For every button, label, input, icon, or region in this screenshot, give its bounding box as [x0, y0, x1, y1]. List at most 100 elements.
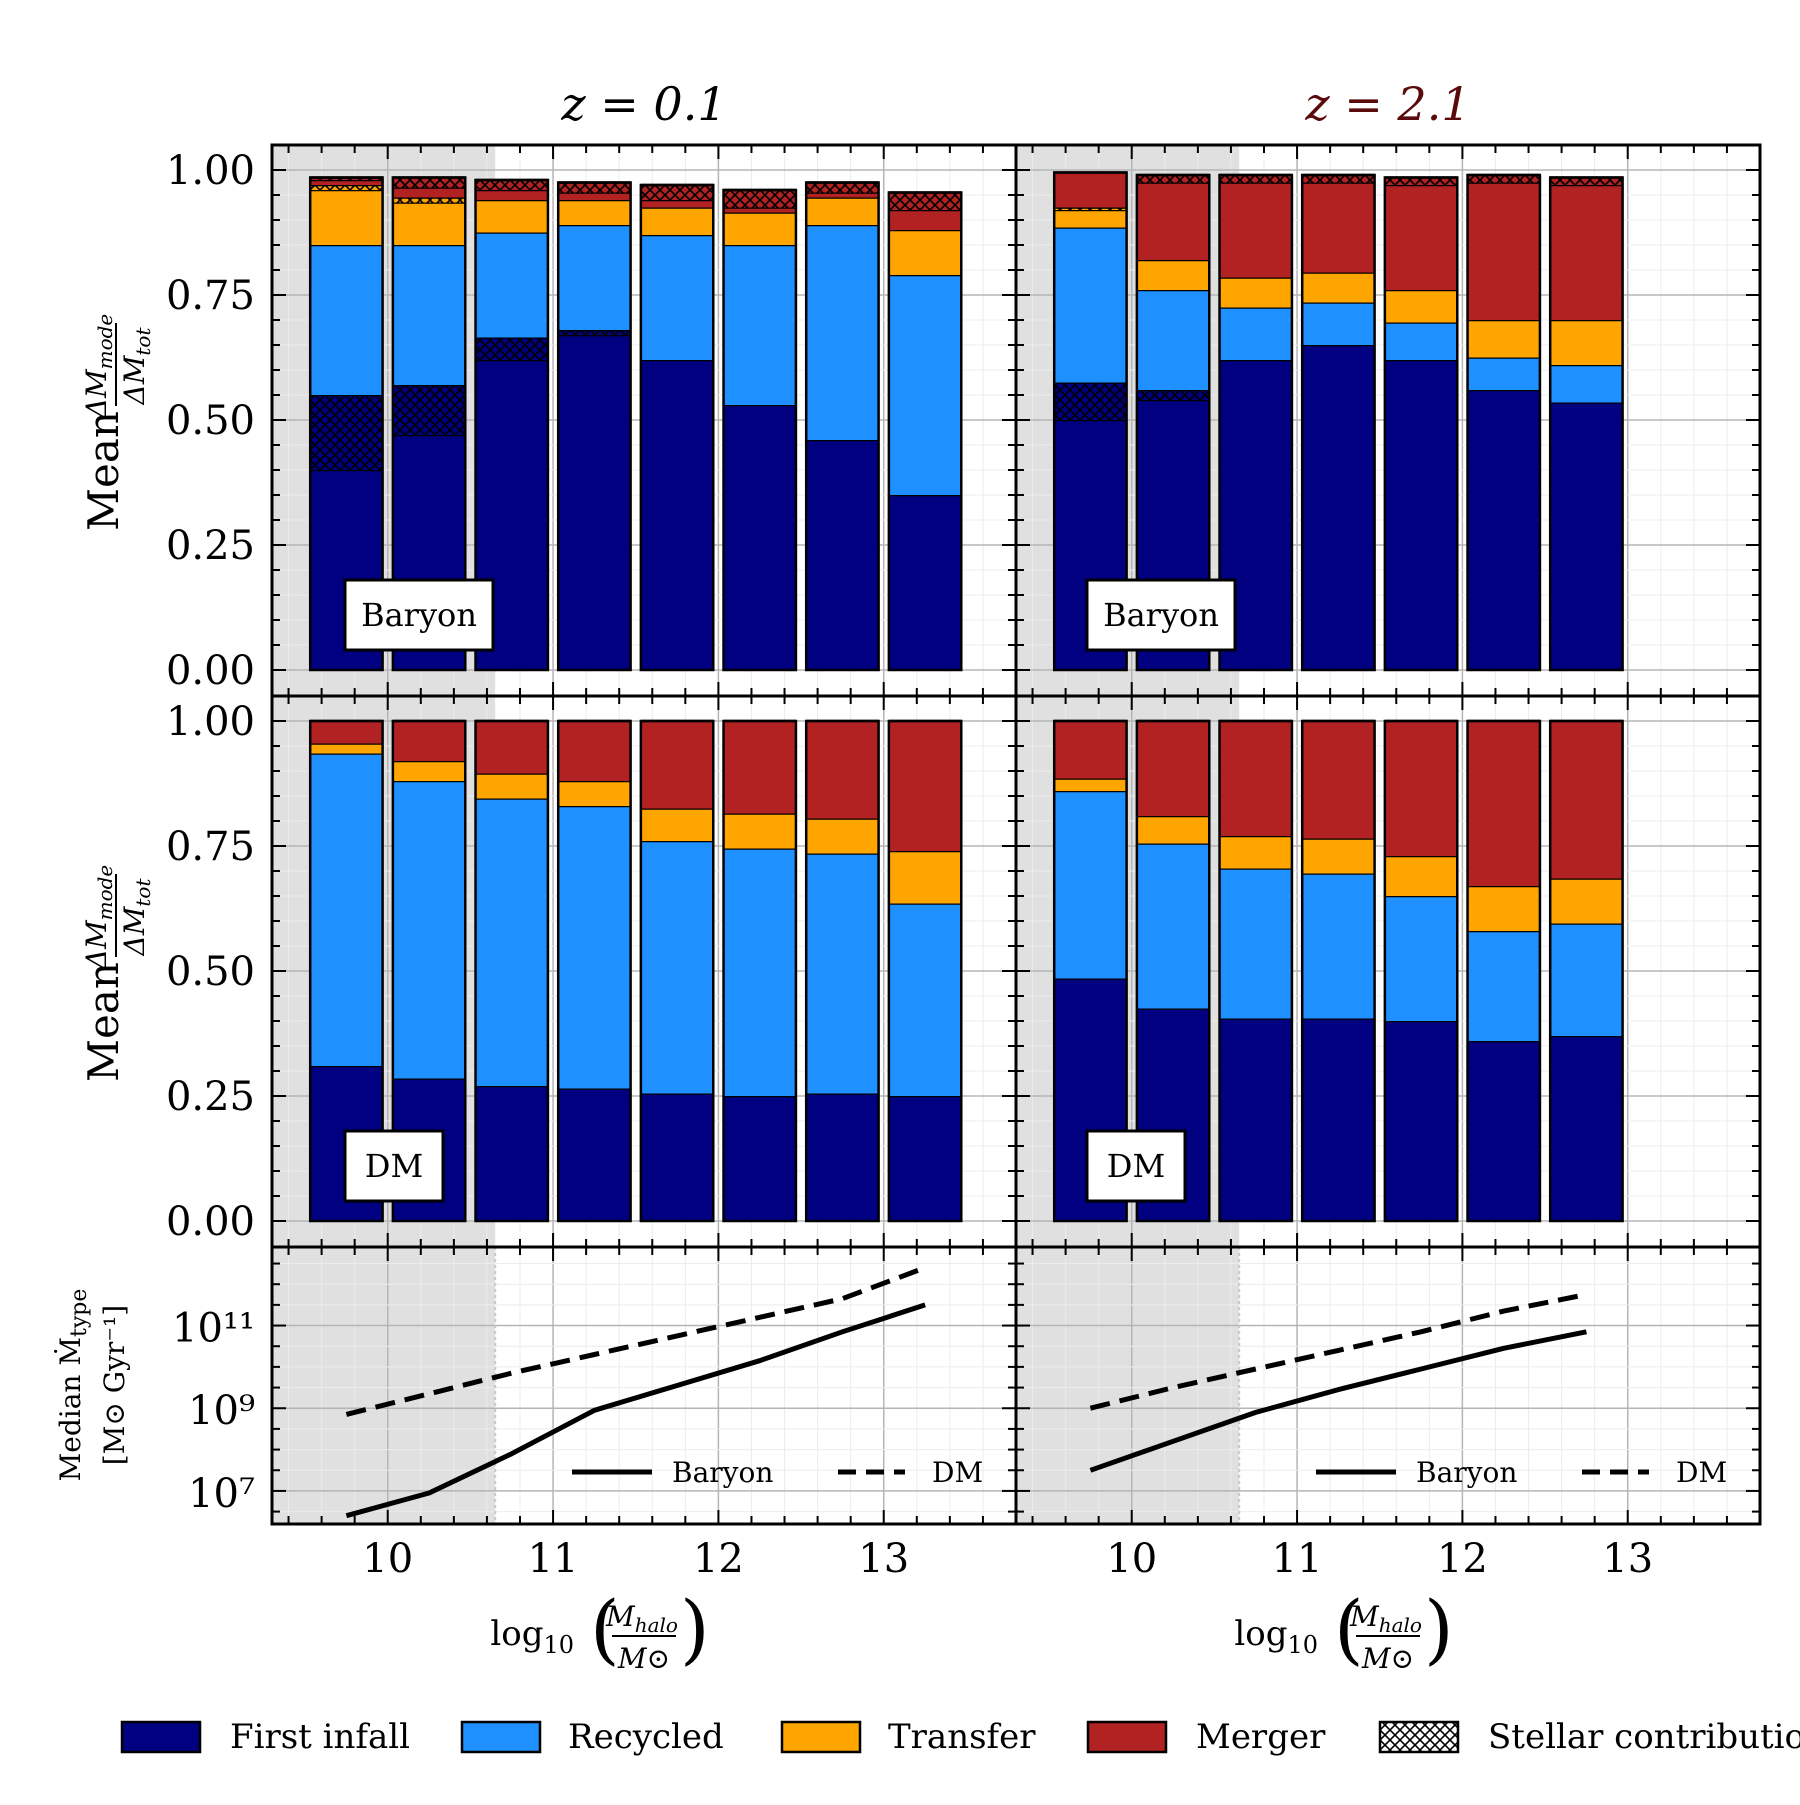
- legend-swatch-hatch: [1380, 1722, 1458, 1752]
- bars-middle-right: [1052, 719, 1624, 1223]
- bar-transfer-2: [1219, 277, 1292, 308]
- bar-recycled-4: [640, 235, 714, 360]
- bar-transfer-3: [558, 781, 631, 806]
- xlabel-right-den: M⊙: [1361, 1642, 1414, 1675]
- badge-mid-left-text: DM: [365, 1147, 423, 1185]
- x-tick-label: 12: [1437, 1536, 1488, 1582]
- bar-merger-6: [1550, 185, 1623, 320]
- y-tick-label: 1.00: [166, 148, 255, 194]
- bar-hatch-1: [392, 177, 466, 188]
- bar-recycled-1: [1136, 290, 1210, 390]
- xlabel-left-paren-open: (: [590, 1584, 620, 1673]
- bar-transfer-1: [392, 761, 466, 781]
- bar-merger-3: [1302, 721, 1375, 839]
- bar-recycled-6: [1550, 365, 1623, 403]
- bar-first-infall-6: [1550, 402, 1623, 670]
- bar-hatch-6: [1550, 177, 1623, 185]
- bar-outline-7: [887, 191, 963, 672]
- bar-transfer-3: [1302, 838, 1375, 874]
- bar-first-infall-7: [888, 495, 962, 670]
- ylabel-top: Mean ΔMmode ΔMtot: [79, 314, 155, 531]
- legend-swatch-recycled: [460, 1720, 542, 1754]
- bar-hatch-1: [392, 197, 466, 203]
- bar-outline-0: [1052, 719, 1128, 1223]
- bar-merger-1: [1136, 721, 1210, 816]
- bar-merger-5: [1467, 182, 1540, 320]
- bar-recycled-2: [475, 232, 548, 338]
- bars-middle-left: [308, 719, 963, 1223]
- bar-transfer-6: [806, 818, 879, 854]
- bar-first-infall-5: [1467, 390, 1540, 670]
- bar-recycled-2: [1219, 307, 1292, 360]
- bar-hatch-1: [392, 385, 466, 435]
- legend-label-stellar-contribution: Stellar contribution: [1488, 1717, 1800, 1757]
- bar-outline-4: [1383, 719, 1459, 1223]
- mass-shade-0-2: [272, 1247, 496, 1524]
- line-legend-right-dm: DM: [1676, 1456, 1727, 1489]
- bar-recycled-4: [1384, 896, 1458, 1021]
- bar-recycled-0: [1054, 791, 1127, 979]
- bar-outline-0: [1052, 171, 1128, 672]
- badge-top-right: Baryon: [1085, 578, 1237, 652]
- bar-first-infall-3: [1302, 345, 1375, 670]
- bar-merger-7: [888, 210, 962, 230]
- series-baryon-bottom-right: [1089, 1329, 1587, 1473]
- bar-recycled-6: [806, 225, 879, 440]
- panel-frame-1-2: [1014, 1245, 1762, 1526]
- xlabel-right-paren-open: (: [1334, 1584, 1364, 1673]
- badge-mid-right: DM: [1085, 1129, 1187, 1203]
- bar-transfer-4: [640, 207, 714, 235]
- bar-outline-6: [804, 719, 880, 1223]
- bar-outline-4: [639, 183, 715, 672]
- bar-merger-0: [1054, 721, 1127, 779]
- bar-recycled-3: [558, 225, 631, 330]
- bar-merger-4: [1384, 185, 1458, 290]
- bar-recycled-5: [1467, 931, 1540, 1041]
- y-tick-label-log: 10⁷: [188, 1471, 255, 1517]
- x-tick-label: 10: [362, 1536, 413, 1582]
- bars-top-left: [308, 176, 963, 672]
- mass-shade-1-2: [1016, 1247, 1240, 1524]
- bar-hatch-4: [1384, 177, 1458, 185]
- bar-merger-7: [888, 721, 962, 851]
- bar-transfer-4: [1384, 856, 1458, 896]
- bar-hatch-0: [310, 395, 383, 470]
- ylabel-top-mean: Mean: [79, 411, 128, 531]
- bar-hatch-1: [1136, 175, 1210, 183]
- bar-first-infall-7: [888, 1096, 962, 1221]
- xlabel-left-den: M⊙: [617, 1642, 670, 1675]
- y-tick-label: 0.25: [166, 523, 255, 569]
- badge-top-left: Baryon: [343, 578, 495, 652]
- bar-recycled-0: [310, 245, 383, 395]
- x-tick-label: 13: [1602, 1536, 1653, 1582]
- title-right-text: z = 2.1: [1304, 77, 1470, 131]
- bar-hatch-2: [475, 180, 548, 190]
- bar-transfer-0: [310, 743, 383, 754]
- badge-top-right-text: Baryon: [1103, 596, 1219, 634]
- y-tick-label: 0.00: [166, 1199, 255, 1245]
- bar-merger-1: [392, 721, 466, 761]
- bar-recycled-6: [806, 853, 879, 1094]
- x-tick-label: 11: [528, 1536, 579, 1582]
- bar-recycled-2: [475, 798, 548, 1086]
- lines-bottom-left: [345, 1265, 926, 1519]
- bar-transfer-1: [392, 202, 466, 245]
- bar-hatch-0: [310, 185, 383, 190]
- y-tick-label: 0.00: [166, 648, 255, 694]
- bar-recycled-3: [558, 806, 631, 1089]
- ylabel-top-num: ΔMmode: [80, 314, 117, 420]
- bar-first-infall-2: [1219, 1018, 1292, 1221]
- bar-hatch-5: [723, 190, 796, 208]
- legend-label-recycled: Recycled: [568, 1717, 724, 1757]
- bar-outline-3: [1300, 173, 1376, 672]
- x-tick-label: 11: [1272, 1536, 1323, 1582]
- bar-outline-2: [1218, 173, 1294, 672]
- bar-transfer-4: [640, 808, 714, 841]
- xlabel-right: log10 ( Mhalo M⊙ ): [1234, 1584, 1453, 1675]
- bar-transfer-5: [1467, 320, 1540, 358]
- bar-transfer-5: [723, 212, 796, 245]
- bar-recycled-1: [392, 245, 466, 385]
- bar-transfer-6: [1550, 878, 1623, 924]
